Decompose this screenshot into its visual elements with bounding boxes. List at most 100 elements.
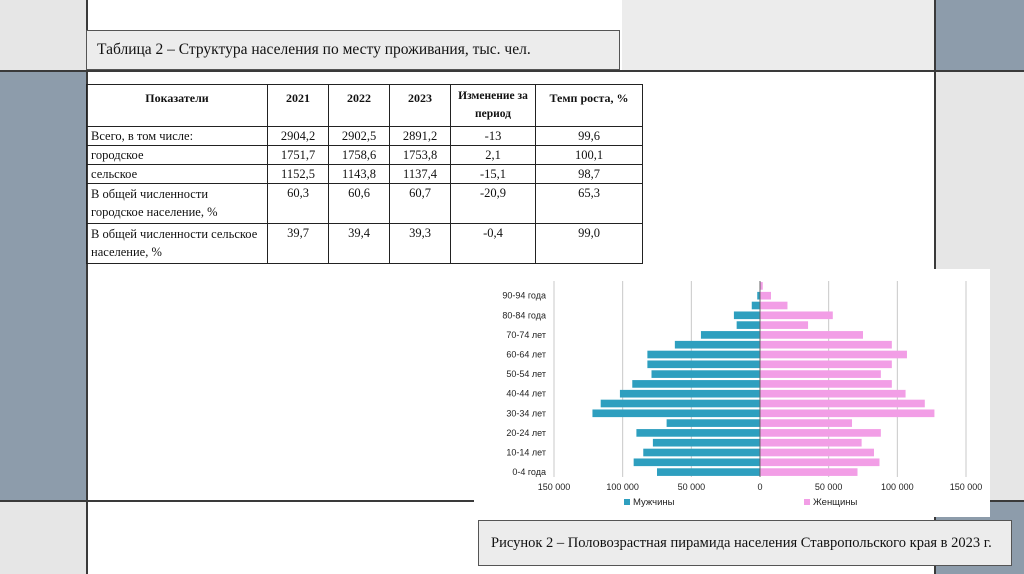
table-header-cell: Темп роста, % <box>535 84 643 127</box>
table-cell: -20,9 <box>450 183 536 224</box>
chart-bar-men <box>674 340 760 349</box>
chart-x-tick-label: 100 000 <box>881 482 914 492</box>
table-cell: 60,3 <box>267 183 329 224</box>
chart-bar-men <box>757 291 760 300</box>
chart-bar-women <box>760 458 880 467</box>
chart-bar-men <box>636 429 760 437</box>
chart-bar-women <box>760 429 881 437</box>
table-cell: 99,6 <box>535 126 643 146</box>
table-cell: 2902,5 <box>328 126 390 146</box>
chart-y-tick-label: 80-84 года <box>502 310 546 320</box>
table-row: Всего, в том числе: 2904,2 2902,5 2891,2… <box>86 126 643 146</box>
bg-top-right-slate-block <box>936 0 1024 70</box>
table-row: В общей численности городское население,… <box>86 183 643 224</box>
chart-legend-label-women: Женщины <box>813 497 858 508</box>
population-structure-table: Показатели 2021 2022 2023 Изменение за п… <box>86 84 643 264</box>
chart-bar-women <box>760 380 892 388</box>
table-cell: 1758,6 <box>328 145 390 165</box>
table-header-cell: 2023 <box>389 84 451 127</box>
chart-bar-men <box>736 321 760 329</box>
chart-bar-men <box>733 311 760 320</box>
chart-bar-women <box>760 331 863 339</box>
chart-bar-men <box>643 448 760 457</box>
chart-bar-men <box>647 350 760 359</box>
table-cell: 39,7 <box>267 223 329 264</box>
chart-legend-label-men: Мужчины <box>633 497 675 508</box>
table-cell: 1753,8 <box>389 145 451 165</box>
table-cell: 60,6 <box>328 183 390 224</box>
chart-y-tick-label: 30-34 лет <box>506 408 546 418</box>
chart-bar-men <box>633 458 760 467</box>
bg-left-slate-block <box>0 72 86 500</box>
chart-bar-women <box>760 340 892 349</box>
chart-bar-men <box>632 380 760 388</box>
frame-line-vertical-left <box>86 0 88 574</box>
bg-content-top-left <box>88 0 620 30</box>
table-cell: -15,1 <box>450 164 536 184</box>
chart-bar-women <box>760 438 862 447</box>
table-cell: 39,3 <box>389 223 451 264</box>
table-cell: Всего, в том числе: <box>86 126 268 146</box>
table-cell: 65,3 <box>535 183 643 224</box>
table-cell: 1143,8 <box>328 164 390 184</box>
table-header-cell: 2021 <box>267 84 329 127</box>
table-header-row: Показатели 2021 2022 2023 Изменение за п… <box>86 84 643 127</box>
chart-bar-women <box>760 360 892 369</box>
chart-bar-men <box>666 419 760 427</box>
chart-y-tick-label: 40-44 лет <box>506 389 546 399</box>
chart-x-tick-label: 150 000 <box>950 482 983 492</box>
table-cell: 39,4 <box>328 223 390 264</box>
chart-bar-men <box>647 360 760 369</box>
table-row: городское 1751,7 1758,6 1753,8 2,1 100,1 <box>86 145 643 165</box>
chart-bar-men <box>652 438 760 447</box>
table-cell: 2891,2 <box>389 126 451 146</box>
chart-x-tick-label: 50 000 <box>815 482 843 492</box>
chart-bar-women <box>760 399 925 408</box>
chart-bar-women <box>760 389 906 398</box>
chart-y-tick-label: 50-54 лет <box>506 369 546 379</box>
chart-bar-men <box>592 409 760 418</box>
chart-bar-men <box>600 399 760 408</box>
chart-y-tick-label: 0-4 года <box>512 467 546 477</box>
table-cell: В общей численности городское население,… <box>86 183 268 224</box>
chart-bar-men <box>619 389 760 398</box>
chart-bar-women <box>760 301 788 310</box>
table-header-cell: Показатели <box>86 84 268 127</box>
chart-x-tick-label: 150 000 <box>538 482 571 492</box>
chart-y-tick-label: 90-94 года <box>502 291 546 301</box>
bg-bottom-left-block <box>0 502 86 574</box>
chart-bar-women <box>760 409 935 418</box>
chart-bar-women <box>760 321 809 329</box>
chart-bar-men <box>700 331 760 339</box>
bg-top-left-block <box>0 0 86 70</box>
chart-bar-men <box>651 370 760 378</box>
table-title: Таблица 2 – Структура населения по месту… <box>86 30 620 70</box>
table-cell: 100,1 <box>535 145 643 165</box>
table-cell: 99,0 <box>535 223 643 264</box>
chart-bar-women <box>760 282 763 290</box>
chart-bar-women <box>760 419 853 427</box>
table-header-cell: 2022 <box>328 84 390 127</box>
chart-x-tick-label: 50 000 <box>678 482 706 492</box>
chart-y-tick-label: 70-74 лет <box>506 330 546 340</box>
table-row: сельское 1152,5 1143,8 1137,4 -15,1 98,7 <box>86 164 643 184</box>
table-cell: 60,7 <box>389 183 451 224</box>
chart-bar-women <box>760 311 833 320</box>
table-cell: 1137,4 <box>389 164 451 184</box>
population-pyramid-chart: 150 000 100 000 50 000 0 50 000 100 000 150 00… <box>474 269 990 517</box>
table-cell: 98,7 <box>535 164 643 184</box>
chart-bar-women <box>760 291 771 300</box>
table-cell: -0,4 <box>450 223 536 264</box>
chart-bar-men <box>657 468 760 476</box>
chart-legend-swatch-women <box>804 499 810 505</box>
chart-bar-women <box>760 448 874 457</box>
chart-x-tick-label: 0 <box>757 482 762 492</box>
table-cell: 1751,7 <box>267 145 329 165</box>
chart-bar-men <box>751 301 760 310</box>
table-cell: 1152,5 <box>267 164 329 184</box>
table-row: В общей численности сельское население, … <box>86 223 643 264</box>
chart-bar-women <box>760 350 907 359</box>
chart-bar-women <box>760 370 881 378</box>
chart-y-tick-label: 10-14 лет <box>506 448 546 458</box>
table-cell: -13 <box>450 126 536 146</box>
